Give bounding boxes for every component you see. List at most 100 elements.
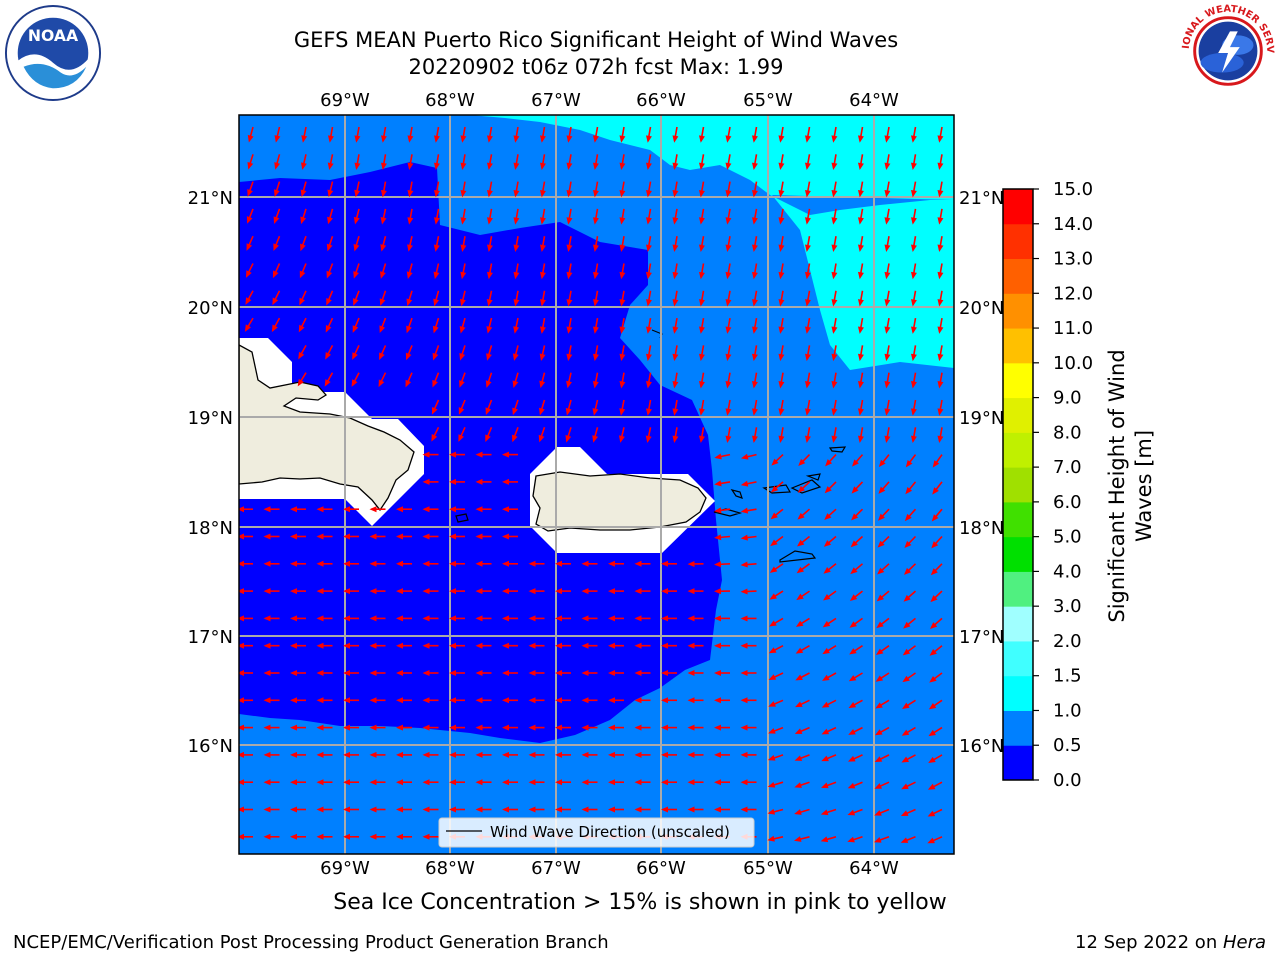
wave-direction-arrow bbox=[407, 181, 414, 198]
wave-direction-arrow bbox=[725, 345, 732, 362]
wave-direction-arrow bbox=[513, 236, 520, 252]
wave-direction-arrow bbox=[327, 154, 334, 170]
wave-direction-arrow bbox=[592, 154, 599, 171]
wave-direction-arrow bbox=[239, 615, 253, 622]
colorbar-tick-label: 11.0 bbox=[1053, 318, 1093, 339]
wave-direction-arrow bbox=[460, 181, 467, 198]
wave-direction-arrow bbox=[431, 426, 440, 442]
wave-direction-arrow bbox=[927, 781, 943, 790]
wave-direction-arrow bbox=[823, 563, 837, 574]
wave-direction-arrow bbox=[379, 345, 387, 361]
colorbar-tick-label: 14.0 bbox=[1053, 214, 1093, 235]
wave-direction-arrow bbox=[316, 560, 333, 567]
wave-direction-arrow bbox=[406, 290, 413, 307]
wave-direction-arrow bbox=[263, 779, 280, 786]
wave-direction-arrow bbox=[592, 126, 599, 143]
wave-direction-arrow bbox=[857, 154, 864, 171]
wave-direction-arrow bbox=[804, 372, 811, 389]
wave-direction-arrow bbox=[910, 236, 917, 252]
wave-direction-arrow bbox=[877, 563, 890, 575]
wave-direction-arrow bbox=[927, 836, 943, 844]
latitude-labels-left: 21°N 20°N 19°N 18°N 17°N 16°N bbox=[188, 188, 233, 757]
wave-direction-arrow bbox=[851, 481, 864, 494]
wave-direction-arrow bbox=[353, 208, 360, 225]
wave-direction-arrow bbox=[751, 126, 758, 143]
wave-direction-arrow bbox=[608, 642, 624, 649]
wave-direction-arrow bbox=[325, 345, 334, 360]
svg-text:NOAA: NOAA bbox=[28, 26, 79, 45]
wave-direction-arrow bbox=[405, 372, 413, 388]
wave-direction-arrow bbox=[316, 588, 333, 595]
wave-direction-arrow bbox=[698, 208, 705, 225]
wave-direction-arrow bbox=[768, 644, 784, 654]
wave-direction-arrow bbox=[794, 781, 810, 788]
wave-direction-arrow bbox=[645, 181, 652, 198]
wave-direction-arrow bbox=[698, 154, 705, 171]
wave-direction-arrow bbox=[290, 724, 306, 731]
wave-direction-arrow bbox=[740, 453, 757, 460]
wave-direction-arrow bbox=[245, 290, 254, 305]
wave-direction-arrow bbox=[422, 806, 439, 813]
wave-direction-arrow bbox=[937, 290, 944, 307]
wave-direction-arrow bbox=[937, 236, 944, 252]
wave-direction-arrow bbox=[804, 427, 811, 444]
wave-direction-arrow bbox=[396, 588, 412, 595]
wave-direction-arrow bbox=[634, 697, 651, 704]
wave-direction-arrow bbox=[661, 560, 677, 567]
wave-direction-arrow bbox=[459, 345, 466, 361]
wave-direction-arrow bbox=[502, 588, 518, 595]
colorbar-segment bbox=[1003, 571, 1033, 607]
wave-direction-arrow bbox=[513, 154, 520, 171]
wave-direction-arrow bbox=[904, 508, 917, 522]
wave-direction-arrow bbox=[884, 372, 891, 389]
wave-direction-arrow bbox=[634, 751, 651, 758]
wave-direction-arrow bbox=[502, 724, 518, 731]
wave-direction-arrow bbox=[432, 372, 440, 388]
colorbar-tick-label: 15.0 bbox=[1053, 179, 1093, 200]
wave-direction-arrow bbox=[290, 751, 306, 758]
wave-direction-arrow bbox=[875, 645, 890, 655]
wave-direction-arrow bbox=[878, 454, 890, 468]
wave-direction-arrow bbox=[672, 427, 679, 444]
wave-direction-arrow bbox=[822, 672, 837, 681]
wave-direction-arrow bbox=[299, 263, 307, 279]
wave-direction-arrow bbox=[298, 345, 307, 360]
wave-direction-arrow bbox=[740, 561, 757, 568]
wave-direction-arrow bbox=[751, 345, 758, 362]
wave-direction-arrow bbox=[449, 779, 465, 786]
wave-direction-arrow bbox=[645, 208, 652, 225]
wave-direction-arrow bbox=[263, 560, 280, 567]
wave-direction-arrow bbox=[778, 399, 785, 416]
wave-direction-arrow bbox=[884, 399, 891, 416]
wave-direction-arrow bbox=[327, 208, 334, 225]
wave-direction-arrow bbox=[778, 236, 785, 252]
wave-direction-arrow bbox=[396, 533, 412, 540]
wave-direction-arrow bbox=[380, 126, 387, 143]
wave-direction-arrow bbox=[565, 399, 572, 416]
wave-direction-arrow bbox=[458, 399, 466, 415]
wave-direction-arrow bbox=[769, 617, 784, 627]
wave-direction-arrow bbox=[475, 751, 492, 758]
wave-direction-arrow bbox=[687, 588, 704, 595]
wave-direction-arrow bbox=[343, 697, 359, 704]
wave-direction-arrow bbox=[874, 808, 890, 816]
wave-direction-arrow bbox=[566, 345, 573, 362]
wave-direction-arrow bbox=[740, 480, 757, 487]
wave-direction-arrow bbox=[555, 615, 571, 622]
wave-direction-arrow bbox=[672, 372, 679, 389]
wave-direction-arrow bbox=[273, 208, 281, 224]
colorbar-tick-label: 1.5 bbox=[1053, 666, 1082, 687]
wave-direction-arrow bbox=[687, 560, 704, 567]
wave-direction-arrow bbox=[687, 751, 704, 758]
wave-direction-arrow bbox=[566, 317, 573, 334]
credit-host: Hera bbox=[1222, 932, 1266, 953]
hispaniola-land bbox=[239, 344, 415, 512]
wave-direction-arrow bbox=[910, 126, 917, 143]
wave-direction-arrow bbox=[512, 399, 519, 416]
colorbar-tick-label: 8.0 bbox=[1053, 422, 1082, 443]
wave-direction-arrow bbox=[298, 317, 307, 333]
wave-direction-arrow bbox=[831, 345, 838, 362]
wave-direction-arrow bbox=[804, 208, 811, 225]
wave-direction-arrow bbox=[369, 560, 386, 567]
wave-direction-arrow bbox=[316, 615, 333, 622]
